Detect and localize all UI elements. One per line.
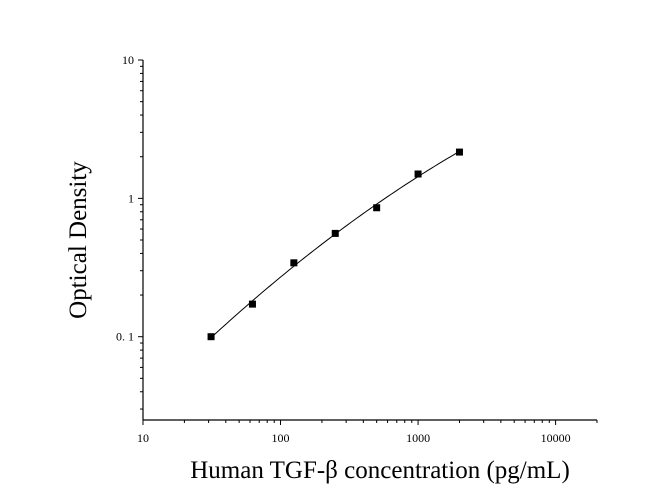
x-tick-label: 10: [137, 431, 149, 445]
axes: [142, 60, 597, 421]
y-tick-label: 0. 1: [116, 330, 134, 344]
y-axis-ticks: 0. 1 1 10: [116, 53, 143, 410]
x-tick-label: 100: [272, 431, 290, 445]
x-axis-title: Human TGF-β concentration (pg/mL): [190, 457, 570, 484]
fit-curve: [210, 151, 460, 339]
data-points: [207, 148, 463, 341]
data-point-square: [248, 300, 256, 308]
data-point-square: [455, 148, 463, 156]
y-tick-label: 1: [128, 191, 134, 205]
data-point-square: [414, 170, 422, 178]
x-axis-ticks: 10 100 1000 10000: [137, 420, 598, 445]
x-tick-label: 1000: [406, 431, 430, 445]
data-point-square: [290, 259, 298, 267]
data-point-square: [373, 204, 381, 212]
data-point-square: [331, 229, 339, 237]
data-point-square: [207, 333, 215, 341]
x-tick-label: 10000: [541, 431, 571, 445]
y-axis-title: Optical Density: [65, 161, 92, 319]
y-tick-label: 10: [122, 53, 134, 67]
